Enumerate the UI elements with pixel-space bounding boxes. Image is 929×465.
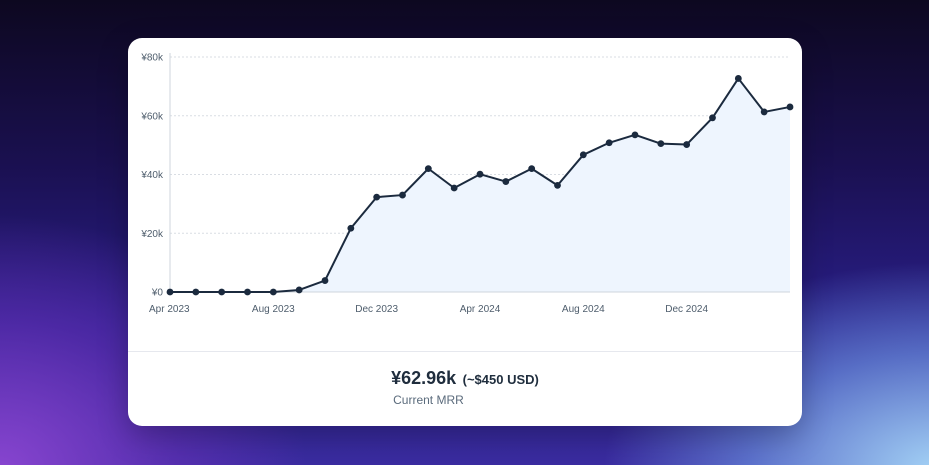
x-tick-label: Aug 2024 bbox=[562, 304, 605, 315]
data-point bbox=[683, 141, 691, 148]
mrr-summary: ¥62.96k (~$450 USD) Current MRR bbox=[128, 368, 802, 409]
data-point bbox=[218, 288, 226, 296]
data-point bbox=[295, 286, 303, 294]
data-point bbox=[734, 75, 742, 82]
current-mrr-label: Current MRR bbox=[393, 393, 464, 407]
mrr-chart: ¥0 ¥20k ¥40k ¥60k ¥80k Apr 2023 Aug 2023 Dec 20… bbox=[128, 38, 802, 350]
data-point bbox=[476, 170, 484, 178]
data-point bbox=[631, 131, 639, 139]
data-point bbox=[244, 288, 251, 296]
y-tick-label: ¥40k bbox=[140, 170, 164, 181]
data-point bbox=[657, 140, 665, 148]
x-tick-label: Dec 2024 bbox=[665, 304, 708, 315]
data-point bbox=[554, 181, 561, 189]
data-point bbox=[269, 288, 277, 296]
data-point bbox=[605, 139, 613, 147]
data-point bbox=[373, 193, 381, 201]
data-point bbox=[166, 288, 174, 296]
data-point bbox=[709, 114, 716, 122]
current-mrr-usd: (~$450 USD) bbox=[462, 372, 539, 387]
data-point bbox=[347, 224, 355, 232]
x-tick-label: Apr 2023 bbox=[149, 304, 190, 315]
mrr-block: ¥62.96k (~$450 USD) Current MRR bbox=[391, 368, 539, 407]
data-point bbox=[399, 191, 406, 199]
current-mrr-value: ¥62.96k bbox=[391, 368, 457, 388]
y-tick-label: ¥20k bbox=[140, 229, 164, 240]
mrr-card: ¥0 ¥20k ¥40k ¥60k ¥80k Apr 2023 Aug 2023 Dec 20… bbox=[128, 38, 802, 426]
x-tick-label: Aug 2023 bbox=[252, 304, 295, 315]
y-tick-label: ¥80k bbox=[140, 53, 164, 64]
data-point bbox=[579, 151, 587, 159]
card-divider bbox=[128, 351, 802, 352]
mrr-line-chart: ¥0 ¥20k ¥40k ¥60k ¥80k Apr 2023 Aug 2023 Dec 20… bbox=[140, 53, 794, 315]
area-fill bbox=[170, 78, 790, 292]
data-point bbox=[321, 277, 329, 284]
y-tick-label: ¥60k bbox=[140, 111, 164, 122]
data-point bbox=[786, 103, 794, 111]
data-point bbox=[192, 288, 200, 296]
data-point bbox=[450, 184, 458, 192]
data-point bbox=[760, 108, 768, 116]
x-tick-label: Apr 2024 bbox=[460, 304, 501, 315]
y-tick-label: ¥0 bbox=[151, 288, 164, 299]
data-point bbox=[502, 178, 510, 185]
data-point bbox=[528, 165, 536, 173]
data-point bbox=[424, 165, 432, 173]
x-tick-label: Dec 2023 bbox=[355, 304, 398, 315]
